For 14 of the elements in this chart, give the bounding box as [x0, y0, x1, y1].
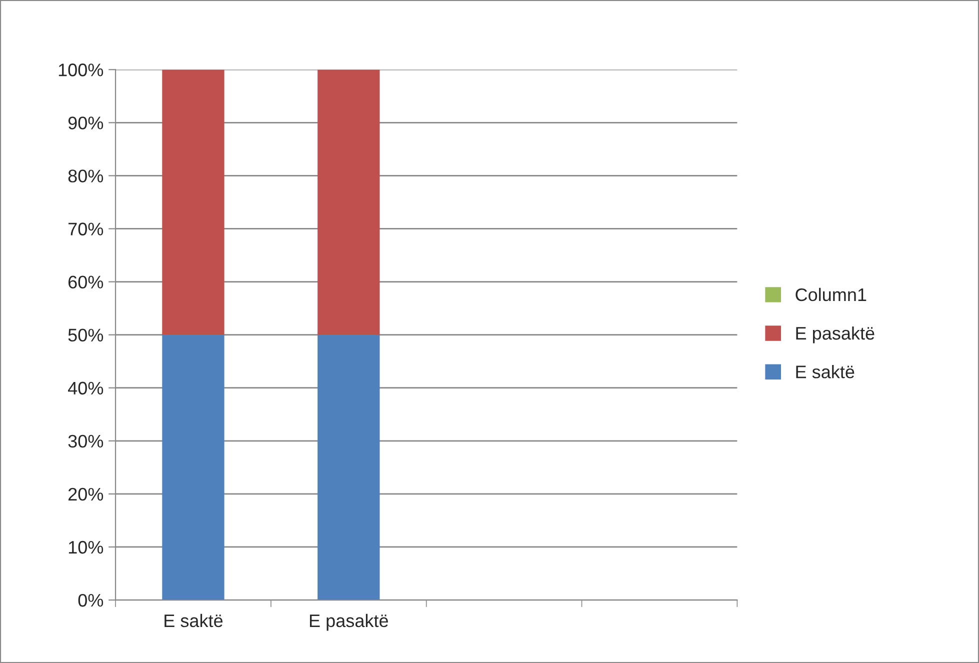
y-tick-label: 10% [68, 540, 104, 554]
y-tick-label: 90% [68, 116, 104, 130]
y-tick-label: 60% [68, 276, 104, 288]
y-tick-label: 0% [78, 594, 104, 607]
y-tick-label: 40% [68, 382, 104, 395]
y-tick-label: 20% [68, 488, 104, 501]
y-tick-label: 50% [68, 328, 104, 342]
y-tick-label: 100% [58, 64, 104, 76]
y-tick-label: 70% [68, 222, 104, 236]
legend-label: Column1 [796, 288, 866, 302]
y-tick-label: 30% [68, 434, 104, 448]
legend-label: E saktë [796, 365, 854, 378]
y-tick-label: 80% [68, 170, 104, 182]
legend-label: E pasaktë [796, 326, 874, 344]
